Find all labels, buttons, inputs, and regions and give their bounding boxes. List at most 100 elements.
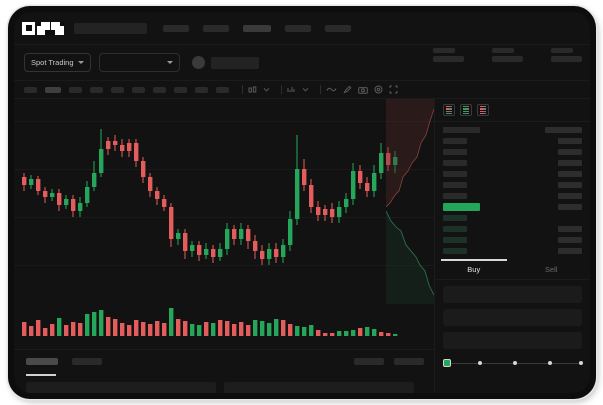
bottom-panel-right[interactable] [224,382,414,393]
amount-field[interactable] [443,309,582,326]
timeframe-2[interactable] [45,86,61,93]
orderbook-ask-row[interactable] [443,192,582,200]
brand-search-placeholder[interactable] [74,22,147,34]
stat-block-2 [492,48,523,62]
timeframe-10[interactable] [216,86,229,93]
stat-label [551,48,573,53]
chevron-down-icon [77,61,84,64]
chart-gridline [14,217,434,218]
orderbook-rows[interactable] [435,122,590,255]
chart-gridline [14,265,434,266]
top-navigation-bar [14,12,590,45]
camera-icon[interactable] [358,86,368,94]
chart-toolbar [14,81,590,99]
depth-chart-overlay [386,99,434,304]
slider-notch[interactable] [548,360,552,365]
timeframe-9[interactable] [195,86,208,93]
orderbook-bid-row[interactable] [443,247,582,255]
app-screen: Spot Trading [14,12,590,393]
amount-percent-slider[interactable] [443,358,583,368]
chart-gridline [14,121,434,122]
timeframe-4[interactable] [90,86,103,93]
bottom-action-2[interactable] [394,358,424,365]
orderbook-mode-asks[interactable] [477,104,489,116]
orderbook-bid-row[interactable] [443,236,582,244]
stat-block-1 [433,48,464,62]
stat-label [492,48,514,53]
slider-track [446,362,579,364]
logo-letter-k [36,21,50,35]
last-price-group [191,56,259,69]
tab-sell[interactable]: Sell [544,265,558,274]
fullscreen-icon[interactable] [389,85,398,94]
nav-item-2[interactable] [203,24,229,32]
chart-gridline [14,169,434,170]
timeframe-6[interactable] [132,86,145,93]
orderbook-ask-row[interactable] [443,148,582,156]
orders-panels [26,382,414,393]
orderbook-bid-row[interactable] [443,214,582,222]
last-price-value [210,56,259,69]
settings-icon[interactable] [374,85,383,94]
timeframe-1[interactable] [24,86,37,93]
stat-block-3 [551,48,582,62]
candle-type-icon[interactable] [248,86,257,94]
orderbook-mode-both[interactable] [443,104,455,116]
orderbook-ask-row[interactable] [443,159,582,167]
slider-notch[interactable] [478,360,482,365]
nav-item-3[interactable] [243,24,271,32]
stat-value [433,56,464,62]
toolbar-divider [320,85,321,94]
okx-logo[interactable] [22,21,64,35]
stat-label [433,48,455,53]
logo-letter-x [51,21,64,35]
market-stats-group [433,48,582,62]
orderbook-ask-row[interactable] [443,126,582,134]
bottom-action-1[interactable] [354,358,384,365]
orders-bottom-bar [14,349,434,393]
nav-item-1[interactable] [163,24,189,32]
order-history-tab[interactable] [72,358,102,365]
price-field[interactable] [443,286,582,303]
active-tab-underline [441,259,507,261]
wave-line-icon[interactable] [326,86,337,93]
orderbook-mode-bids[interactable] [460,104,472,116]
chevron-down-icon[interactable] [263,87,270,92]
slider-notch[interactable] [579,360,583,365]
active-tab-underline [26,374,56,376]
open-orders-tab[interactable] [26,358,58,365]
stat-value [551,56,582,62]
orderbook-current-price-row [443,203,582,211]
indicators-icon[interactable] [287,86,296,94]
orderbook-ask-row[interactable] [443,137,582,145]
trading-pair-select[interactable] [98,53,180,72]
candlestick-series [22,129,398,265]
tablet-device-frame: Spot Trading [8,6,596,399]
volume-histogram [22,308,398,336]
chevron-down-icon [166,61,173,64]
total-field[interactable] [443,332,582,349]
slider-handle[interactable] [443,359,451,367]
nav-item-5[interactable] [325,24,351,32]
slider-notch[interactable] [513,360,517,365]
chevron-down-icon[interactable] [302,87,309,92]
market-type-label: Spot Trading [31,58,74,67]
market-type-dropdown[interactable]: Spot Trading [24,53,91,72]
nav-item-4[interactable] [285,24,311,32]
bottom-panel-left[interactable] [26,382,216,393]
orderbook-ask-row[interactable] [443,181,582,189]
tab-buy[interactable]: Buy [467,265,481,274]
timeframe-7[interactable] [153,86,166,93]
logo-letter-o [22,21,35,35]
order-book-and-form-panel: Buy Sell [434,99,590,393]
timeframe-5[interactable] [111,86,124,93]
orderbook-ask-row[interactable] [443,170,582,178]
orders-tab-group [14,350,434,365]
toolbar-divider [242,85,243,94]
price-chart-pane[interactable] [14,99,434,349]
pencil-icon[interactable] [343,85,352,94]
buy-sell-tabs: Buy Sell [435,259,590,280]
orderbook-bid-row[interactable] [443,225,582,233]
timeframe-3[interactable] [69,86,82,93]
timeframe-8[interactable] [174,86,187,93]
